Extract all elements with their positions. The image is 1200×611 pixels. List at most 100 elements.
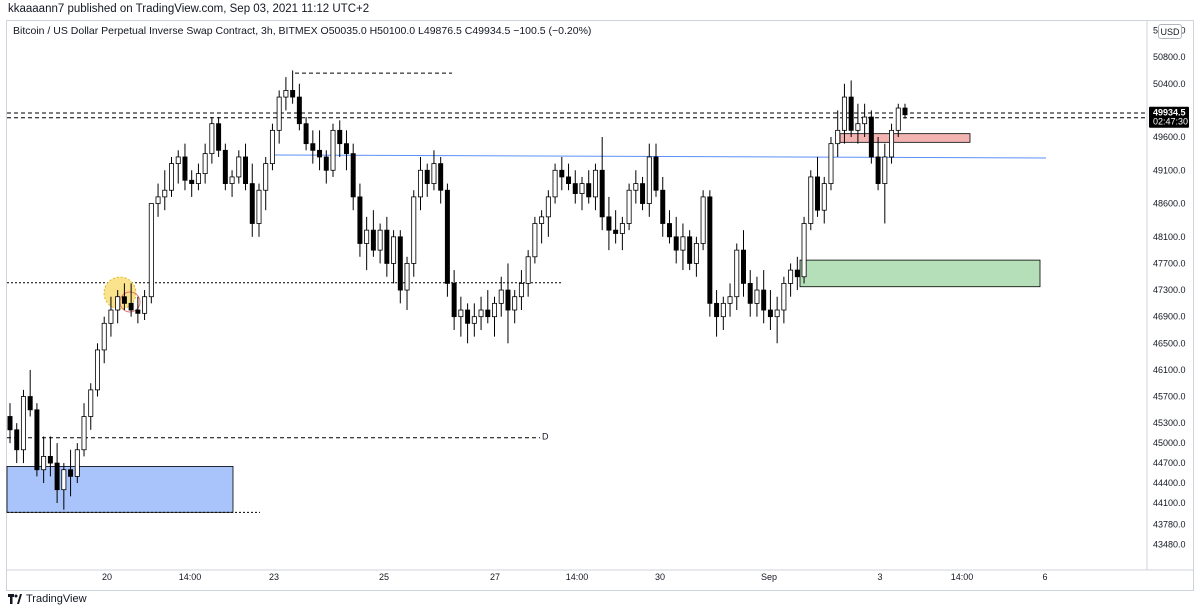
candle[interactable] <box>761 289 767 311</box>
candle[interactable] <box>741 249 746 284</box>
candle[interactable] <box>788 269 794 284</box>
candle[interactable] <box>222 149 228 184</box>
candle[interactable] <box>579 183 585 194</box>
candle[interactable] <box>34 409 40 471</box>
symbol-legend[interactable]: Bitcoin / US Dollar Perpetual Inverse Sw… <box>13 25 592 37</box>
candle[interactable] <box>498 289 504 304</box>
candle[interactable] <box>666 223 672 238</box>
candle[interactable] <box>350 153 356 198</box>
candle[interactable] <box>27 396 33 411</box>
currency-button[interactable]: USD <box>1158 24 1182 39</box>
candle[interactable] <box>175 156 181 165</box>
candle[interactable] <box>142 296 148 314</box>
candle[interactable] <box>680 236 686 251</box>
candle[interactable] <box>54 462 60 491</box>
candle[interactable] <box>781 282 787 311</box>
candle[interactable] <box>202 153 208 175</box>
candle[interactable] <box>707 196 713 304</box>
candle[interactable] <box>337 129 343 145</box>
candle[interactable] <box>492 302 497 318</box>
supply-zone-red[interactable] <box>839 133 971 143</box>
candle[interactable] <box>444 189 450 284</box>
candle[interactable] <box>794 269 800 278</box>
candle[interactable] <box>572 183 578 194</box>
candle[interactable] <box>296 96 302 125</box>
candle[interactable] <box>256 189 262 224</box>
candle[interactable] <box>471 316 477 324</box>
candle[interactable] <box>216 123 222 151</box>
candle[interactable] <box>411 196 417 264</box>
candle[interactable] <box>370 229 376 251</box>
candle[interactable] <box>586 183 592 198</box>
candle[interactable] <box>613 229 619 234</box>
candle[interactable] <box>727 296 733 304</box>
candle[interactable] <box>384 229 390 264</box>
candle[interactable] <box>357 196 363 244</box>
candle[interactable] <box>532 223 538 258</box>
candle[interactable] <box>303 123 309 145</box>
candle[interactable] <box>169 163 174 191</box>
candle[interactable] <box>774 309 780 318</box>
candle[interactable] <box>431 163 437 184</box>
candle[interactable] <box>640 183 646 204</box>
candle[interactable] <box>868 116 874 158</box>
candle[interactable] <box>801 223 807 278</box>
candle[interactable] <box>747 282 753 304</box>
candle[interactable] <box>47 456 53 464</box>
candle[interactable] <box>195 173 201 184</box>
candle[interactable] <box>229 176 235 184</box>
candle[interactable] <box>88 389 94 417</box>
candle[interactable] <box>249 183 255 224</box>
candle[interactable] <box>41 456 47 471</box>
candle[interactable] <box>108 309 114 324</box>
candle[interactable] <box>700 196 706 244</box>
candle[interactable] <box>559 169 565 178</box>
candle[interactable] <box>821 183 827 211</box>
candle[interactable] <box>815 176 821 211</box>
candle[interactable] <box>552 169 558 198</box>
candle[interactable] <box>209 123 215 155</box>
candle[interactable] <box>599 169 605 218</box>
candle[interactable] <box>68 469 74 477</box>
candle[interactable] <box>155 196 161 204</box>
candle[interactable] <box>653 156 659 191</box>
candle[interactable] <box>330 129 336 171</box>
candle[interactable] <box>391 236 397 264</box>
candle[interactable] <box>317 149 323 158</box>
candle[interactable] <box>828 143 834 184</box>
candle[interactable] <box>545 196 551 218</box>
candle[interactable] <box>20 396 26 451</box>
candle[interactable] <box>128 302 134 311</box>
candle[interactable] <box>646 156 652 204</box>
candle[interactable] <box>841 96 847 131</box>
candle[interactable] <box>14 429 20 451</box>
candle[interactable] <box>606 216 612 231</box>
candle[interactable] <box>882 156 888 184</box>
candle[interactable] <box>148 203 154 298</box>
candle[interactable] <box>633 183 639 191</box>
candle[interactable] <box>458 309 464 318</box>
candle[interactable] <box>835 129 841 145</box>
candle[interactable] <box>714 302 720 318</box>
candle[interactable] <box>687 236 693 264</box>
demand-zone-green[interactable] <box>799 259 1041 288</box>
trend-line[interactable] <box>274 154 1047 159</box>
candle[interactable] <box>518 282 524 298</box>
candle[interactable] <box>74 449 80 477</box>
candle[interactable] <box>121 296 127 304</box>
candle[interactable] <box>505 289 511 311</box>
candle[interactable] <box>465 309 471 324</box>
candle[interactable] <box>566 176 572 184</box>
candle[interactable] <box>693 243 699 264</box>
candle[interactable] <box>269 129 275 165</box>
candle[interactable] <box>162 189 168 198</box>
candle[interactable] <box>438 163 444 191</box>
candle[interactable] <box>862 116 868 125</box>
candle[interactable] <box>478 309 484 318</box>
candle[interactable] <box>323 156 329 171</box>
candle[interactable] <box>754 289 760 304</box>
candle[interactable] <box>182 156 188 181</box>
candle[interactable] <box>115 296 121 311</box>
candle[interactable] <box>424 169 430 184</box>
